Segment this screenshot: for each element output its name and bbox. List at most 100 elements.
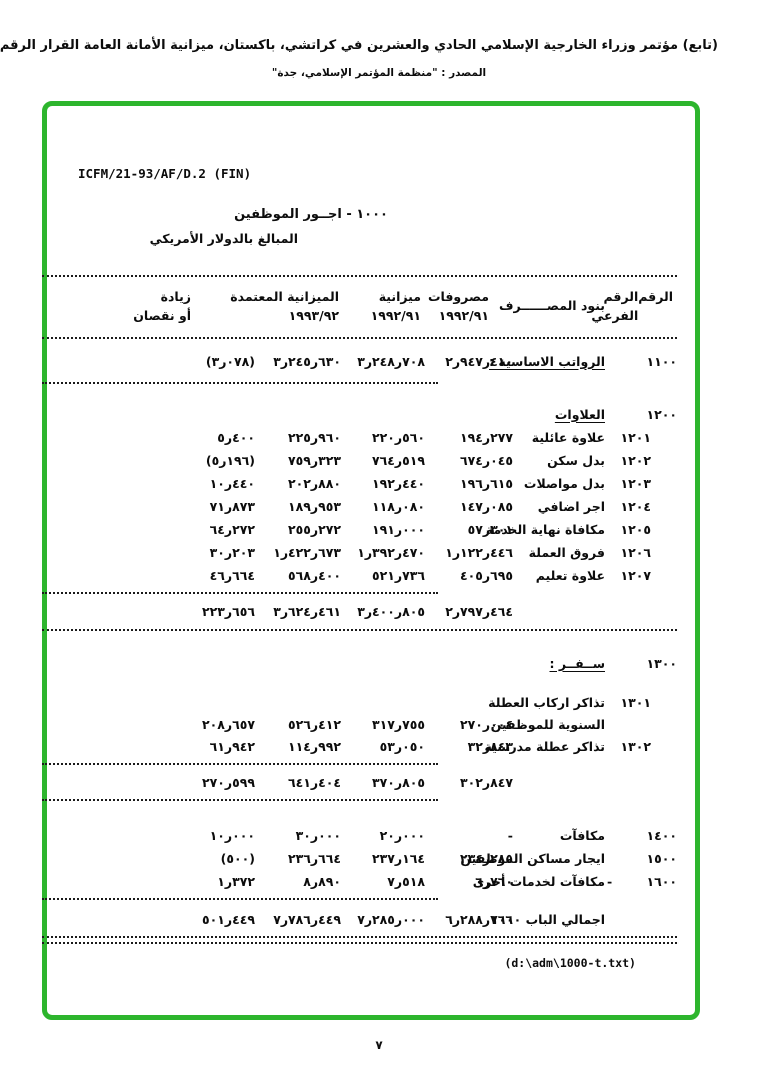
amount-value: ٢٠٨ر٦٥٧: [202, 716, 255, 732]
dotted-rule: [41, 275, 677, 277]
cell-increase-decrease: [42, 651, 255, 675]
cell-sub-item-number: ١٢٠٣: [605, 472, 677, 495]
cell-item-label: فروق العملة: [513, 541, 605, 564]
cell-item-label: تذاكر اركاب العطلة: [488, 691, 605, 713]
amount-value: ٦١ر٩٤٢: [209, 739, 255, 754]
column-header-increase-decrease: زيادة أو نقصان: [133, 288, 191, 323]
table-row: ١٢٠٤ اجر اضافي ١٤٧ر٠٨٥ ١١٨ر٠٨٠ ١٨٩ر٩٥٣ ٧١ر٨٧٣: [42, 495, 677, 518]
amount-value: ١ر٣٩٢ر٤٧٠: [357, 545, 425, 560]
cell-item-number: ١٥٠٠: [605, 847, 677, 870]
page-header-line: (تابع) مؤتمر وزراء الخارجية الإسلامي الح…: [0, 38, 718, 53]
amount-value: ٢٥٥ر٢٧٢: [288, 522, 341, 537]
item-number: ١٢٠٤: [620, 499, 651, 514]
table-row: ١٢٠٧ علاوة تعليم ٤٠٥ر٦٩٥ ٥٢١ر٧٣٦ ٥٦٨ر٤٠٠ ٤٦ر٦…: [42, 564, 677, 587]
cell-increase-decrease: ٦١ر٩٤٢: [42, 735, 255, 758]
amount-value: ٢٢٠ر٥٦٠: [372, 430, 425, 445]
cell-item-number: ١٣٠٠: [605, 651, 677, 675]
column-header-number: الرقم الرقم الفرعي: [591, 280, 677, 332]
cell-expenditure: ٣٠٢ر٨٤٧: [425, 770, 513, 794]
cell-approved-budget: ٦٤١ر٤٠٤: [255, 770, 341, 794]
amount-value: ٦٤١ر٤٠٤: [288, 774, 341, 790]
amount-value: ٧١ر٨٧٣: [209, 499, 255, 514]
amount-value: ٦ر٧٦٠: [475, 874, 513, 889]
cell-increase-decrease: ٣٠ر٢٠٣: [42, 541, 255, 564]
amount-value: ٢٧٠ر٥٩٩: [202, 774, 255, 790]
cell-sub-item-number: ١٢٠٤: [605, 495, 677, 518]
item-label: مكافآت لخدمات أخرى: [472, 874, 605, 889]
amount-value: ٦٤ر٢٧٢: [209, 522, 255, 537]
amounts-note: المبالغ بالدولار الأمريكي: [149, 231, 298, 246]
table-row: ٢ر٧٩٧ر٤٦٤ ٣ر٤٠٠ر٨٠٥ ٣ر٦٢٤ر٤٦١ ٢٢٣ر٦٥٦: [42, 599, 677, 623]
cell-item-label: الرواتب الاساسية :: [489, 348, 605, 374]
table-row: ٣٠٢ر٨٤٧ ٣٧٠ر٨٠٥ ٦٤١ر٤٠٤ ٢٧٠ر٥٩٩: [42, 770, 677, 794]
amount-value: ٥٢٦ر٤١٢: [288, 716, 341, 732]
table-row: السنوية للموظفين ٢٧٠ر٠٠٤ ٣١٧ر٧٥٥ ٥٢٦ر٤١٢ ٢٠٨…: [42, 713, 677, 735]
item-label: تذاكر اركاب العطلة: [488, 694, 605, 710]
cell-item-number: ١٢٠٠: [605, 402, 677, 426]
cell-approved-budget: [255, 651, 341, 675]
item-number: ١٢٠٠: [646, 406, 677, 422]
cell-expenditure: ٥٧ر٣٠١: [425, 518, 513, 541]
cell-increase-decrease: ١ر٣٧٢: [42, 870, 255, 893]
amount-value: ٢٠٢ر٨٨٠: [288, 476, 341, 491]
double-dotted-rule: [41, 936, 677, 944]
amount-value: ٥٠١ر٤٤٩: [202, 911, 255, 927]
cell-increase-decrease: ١٠ر٠٠٠: [42, 824, 255, 847]
cell-item-label: السنوية للموظفين: [491, 713, 605, 735]
cell-budget: ٣ر٤٠٠ر٨٠٥: [341, 599, 425, 623]
item-label: بدل سكن: [547, 453, 605, 468]
cell-item-label: تذاكر عطلة مدرسية: [485, 735, 605, 758]
item-label: اجمالي الباب ١٠٠٠: [490, 911, 605, 927]
separator-row: [41, 378, 677, 388]
cell-approved-budget: [255, 691, 341, 713]
cell-budget: ٥٣ر٠٥٠: [341, 735, 425, 758]
cell-expenditure: ٤٠٥ر٦٩٥: [425, 564, 513, 587]
cell-expenditure: -: [425, 824, 513, 847]
cell-item-label: بدل سكن: [513, 449, 605, 472]
cell-item-label: مكافاة نهاية الخدمة: [486, 518, 605, 541]
cell-expenditure: ٢ر٧٩٧ر٤٦٤: [425, 599, 513, 623]
sub-number-dash: -: [607, 874, 613, 889]
cell-budget: ٢٣٧ر١٦٤: [341, 847, 425, 870]
cell-increase-decrease: ٢٢٣ر٦٥٦: [42, 599, 255, 623]
amount-value: ١١٤ر٩٩٢: [288, 739, 341, 754]
amount-value: ١٠ر٤٤٠: [209, 476, 255, 491]
cell-item-label: اجمالي الباب ١٠٠٠: [491, 905, 605, 933]
page-number: ٧: [375, 1038, 383, 1052]
cell-approved-budget: ٧ر٧٨٦ر٤٤٩: [255, 905, 341, 933]
amount-value: ١ر١٢٢ر٤٤٦: [445, 545, 513, 560]
cell-budget: [341, 691, 425, 713]
spacer-row: [42, 388, 677, 402]
cell-increase-decrease: ٢٧٠ر٥٩٩: [42, 770, 255, 794]
cell-approved-budget: ٣٠ر٠٠٠: [255, 824, 341, 847]
cell-approved-budget: ٣ر٢٤٥ر٦٣٠: [255, 348, 341, 374]
cell-increase-decrease: [42, 691, 255, 713]
amount-value: ٤٦ر٦٦٤: [209, 568, 255, 583]
cell-budget: ١١٨ر٠٨٠: [341, 495, 425, 518]
amount-value: ٢ر٧٩٧ر٤٦٤: [445, 603, 513, 619]
cell-expenditure: [425, 402, 513, 426]
table-row: ١٢٠٦ فروق العملة ١ر١٢٢ر٤٤٦ ١ر٣٩٢ر٤٧٠ ١ر٤٢٢ر٦…: [42, 541, 677, 564]
budget-table: الرقم الرقم الفرعي بنود المصــــــرف مصر…: [41, 272, 677, 947]
amount-value: ٣ر٤٠٠ر٨٠٥: [357, 603, 425, 619]
amount-value: ٤٠٥ر٦٩٥: [460, 568, 513, 583]
approved-budget-year: ١٩٩٣/٩٢: [288, 308, 339, 323]
cell-sub-item-number: ١٣٠٢: [605, 735, 677, 758]
cell-increase-decrease: ٢٠٨ر٦٥٧: [42, 713, 255, 735]
cell-item-label: [513, 599, 605, 623]
cell-budget: ٢٢٠ر٥٦٠: [341, 426, 425, 449]
cell-item-label: بدل مواصلات: [513, 472, 605, 495]
separator-row: [41, 758, 677, 770]
cell-budget: ٧٦٤ر٥١٩: [341, 449, 425, 472]
cell-increase-decrease: ١٠ر٤٤٠: [42, 472, 255, 495]
cell-budget: ٧ر٥١٨: [341, 870, 425, 893]
amount-value: -: [507, 828, 513, 843]
doc-title: ١٠٠٠ - اجــور الموظفين: [234, 207, 388, 222]
cell-budget: [341, 651, 425, 675]
amount-value: ٧ر٥١٨: [387, 874, 425, 889]
cell-expenditure: ١ر١٢٢ر٤٤٦: [425, 541, 513, 564]
cell-approved-budget: ٣ر٦٢٤ر٤٦١: [255, 599, 341, 623]
cell-item-label: [513, 770, 605, 794]
amount-value: ٣١٧ر٧٥٥: [372, 716, 425, 732]
